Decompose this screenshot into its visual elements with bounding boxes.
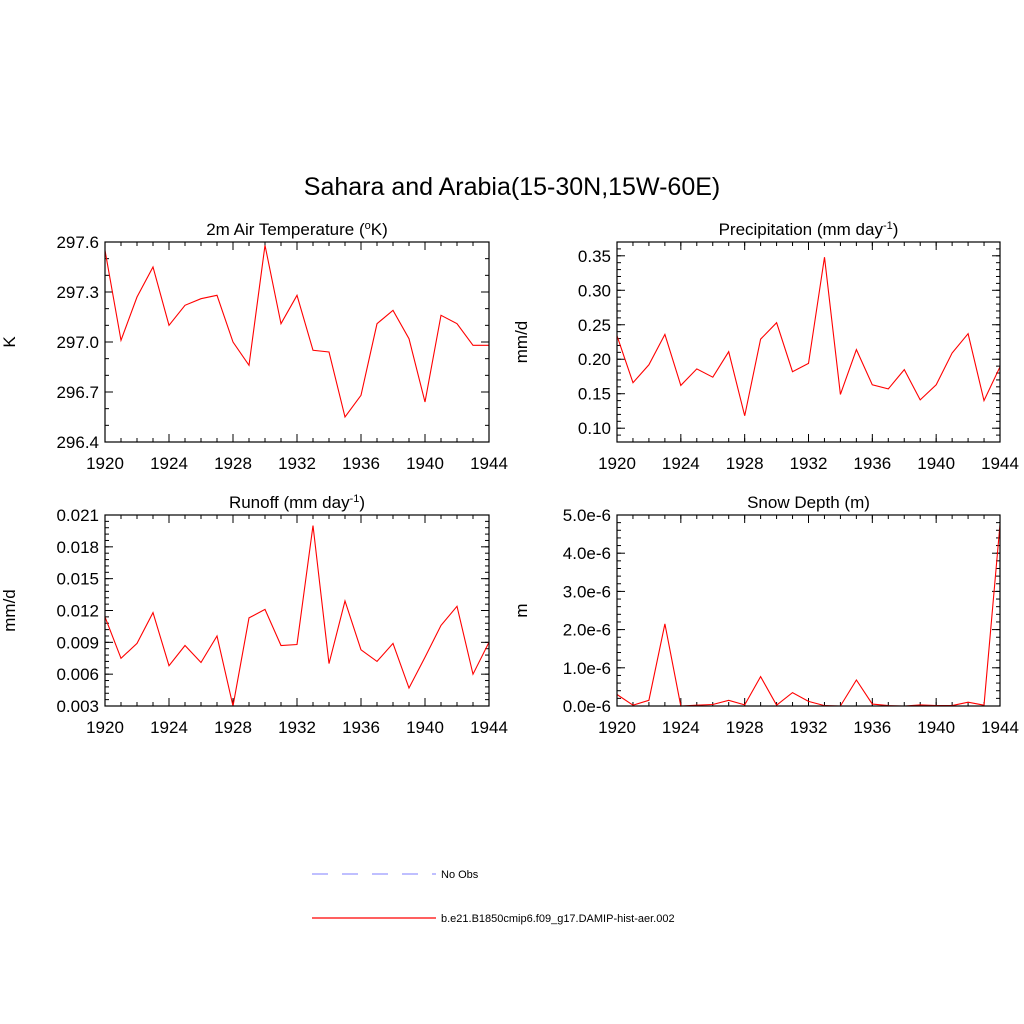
y-tick-label: 0.006	[56, 665, 99, 684]
x-tick-label: 1936	[342, 454, 380, 473]
x-tick-label: 1928	[726, 718, 764, 737]
panel-title: 2m Air Temperature (oK)	[206, 220, 388, 239]
panel-runoff: Runoff (mm day-1) mm/d 1920 1924 1928 1932 193…	[0, 493, 508, 737]
y-tick-label: 0.012	[56, 602, 99, 621]
y-tick-label: 0.003	[56, 697, 99, 716]
x-tick-label: 1924	[662, 718, 700, 737]
legend-item: No Obs	[312, 869, 479, 881]
y-tick-label: 297.6	[56, 233, 99, 252]
y-tick-label: 0.35	[578, 247, 611, 266]
x-tick-label: 1932	[278, 718, 316, 737]
x-tick-label: 1940	[406, 454, 444, 473]
y-tick-label: 0.021	[56, 506, 99, 525]
x-tick-label: 1924	[150, 454, 188, 473]
y-tick-label: 296.4	[56, 433, 99, 452]
panels: 2m Air Temperature (oK) K 1920 1924 1928 1932…	[0, 220, 1019, 737]
x-tick-label: 1932	[790, 718, 828, 737]
y-axis-label: K	[0, 336, 19, 348]
y-tick-label: 5.0e-6	[563, 506, 611, 525]
plot-frame	[616, 241, 1001, 443]
x-tick-label: 1924	[662, 454, 700, 473]
y-tick-label: 2.0e-6	[563, 621, 611, 640]
legend-label: No Obs	[441, 869, 479, 881]
y-tick-label: 0.009	[56, 633, 99, 652]
y-tick-label: 297.0	[56, 333, 99, 352]
x-tick-label: 1940	[406, 718, 444, 737]
series-line-precip	[616, 257, 1001, 416]
y-tick-label: 0.30	[578, 281, 611, 300]
panel-snow: Snow Depth (m) m 1920 1924 1928 1932 1936 1940 1…	[512, 493, 1019, 737]
y-tick-label: 0.018	[56, 538, 99, 557]
x-tick-label: 1936	[853, 718, 891, 737]
x-tick-label: 1936	[853, 454, 891, 473]
x-tick-label: 1944	[981, 454, 1019, 473]
x-tick-label: 1924	[150, 718, 188, 737]
legend: No Obs b.e21.B1850cmip6.f09_g17.DAMIP-his…	[312, 869, 675, 925]
y-tick-label: 0.15	[578, 385, 611, 404]
y-tick-label: 297.3	[56, 283, 99, 302]
series-line-temp	[104, 245, 489, 419]
plot-frame	[616, 514, 1001, 707]
x-tick-label: 1944	[981, 718, 1019, 737]
panel-temp: 2m Air Temperature (oK) K 1920 1924 1928 1932…	[0, 220, 508, 473]
y-tick-label: 4.0e-6	[563, 544, 611, 563]
legend-item: b.e21.B1850cmip6.f09_g17.DAMIP-hist-aer.…	[312, 913, 675, 925]
x-tick-label: 1928	[726, 454, 764, 473]
plot-frame	[104, 514, 490, 707]
y-axis-label: mm/d	[0, 589, 19, 632]
y-tick-label: 1.0e-6	[563, 659, 611, 678]
series-line-snow	[616, 524, 1001, 707]
x-tick-label: 1928	[214, 454, 252, 473]
y-axis-label: mm/d	[512, 321, 531, 364]
y-tick-label: 0.25	[578, 316, 611, 335]
y-tick-label: 0.20	[578, 350, 611, 369]
panel-title: Precipitation (mm day-1)	[719, 220, 899, 239]
x-tick-label: 1920	[598, 718, 636, 737]
plot-frame	[104, 241, 490, 443]
panel-title: Runoff (mm day-1)	[229, 493, 365, 512]
y-tick-label: 3.0e-6	[563, 582, 611, 601]
y-tick-label: 0.015	[56, 570, 99, 589]
panel-precip: Precipitation (mm day-1) mm/d 1920 1924 1928…	[512, 220, 1019, 473]
figure-title: Sahara and Arabia(15-30N,15W-60E)	[304, 173, 720, 201]
x-tick-label: 1920	[598, 454, 636, 473]
series-line-runoff	[104, 525, 490, 707]
x-tick-label: 1932	[790, 454, 828, 473]
x-tick-label: 1944	[470, 718, 508, 737]
legend-label: b.e21.B1850cmip6.f09_g17.DAMIP-hist-aer.…	[441, 913, 675, 925]
x-tick-label: 1920	[86, 718, 124, 737]
y-tick-label: 0.10	[578, 419, 611, 438]
x-tick-label: 1940	[917, 454, 955, 473]
x-tick-label: 1940	[917, 718, 955, 737]
y-axis-label: m	[512, 603, 531, 617]
x-tick-label: 1932	[278, 454, 316, 473]
y-tick-label: 0.0e-6	[563, 697, 611, 716]
x-tick-label: 1920	[86, 454, 124, 473]
y-tick-label: 296.7	[56, 383, 99, 402]
panel-title: Snow Depth (m)	[747, 493, 870, 512]
x-tick-label: 1928	[214, 718, 252, 737]
x-tick-label: 1944	[470, 454, 508, 473]
x-tick-label: 1936	[342, 718, 380, 737]
